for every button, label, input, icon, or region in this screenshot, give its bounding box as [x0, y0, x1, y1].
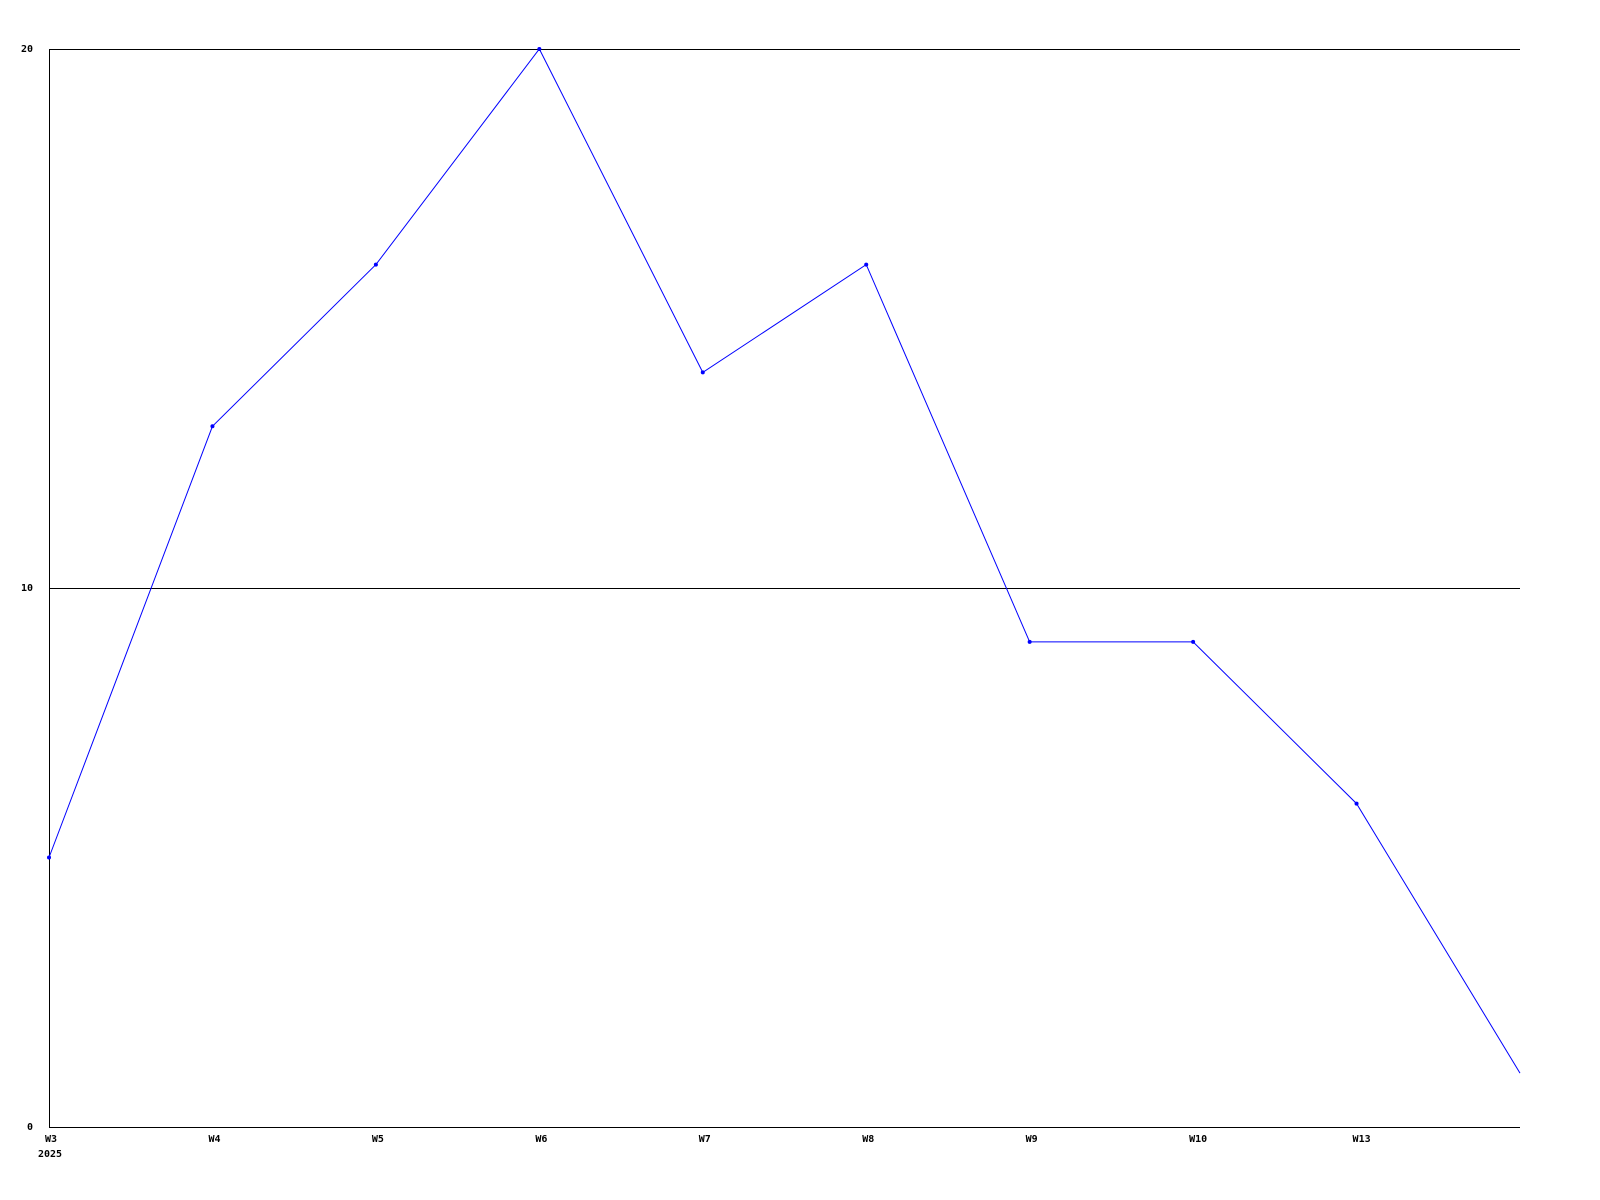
x-tick-label: W6 — [535, 1134, 547, 1145]
y-tick-label: 20 — [21, 44, 33, 55]
data-point — [47, 855, 51, 860]
series-group — [47, 47, 1521, 1074]
data-point — [537, 47, 542, 51]
x-tick-label: W9 — [1026, 1134, 1038, 1145]
x-tick-label: W7 — [699, 1134, 711, 1145]
gridlines — [49, 49, 1520, 589]
data-point — [864, 262, 869, 267]
data-point — [700, 370, 705, 375]
data-point — [373, 262, 378, 267]
data-point — [1354, 801, 1359, 806]
x-tick-label: W4 — [208, 1134, 220, 1145]
y-tick-label: 10 — [21, 583, 33, 594]
x-tick-labels: W3 W4 W5 W6 W7 W8 W9 W10 W13 — [45, 1134, 1371, 1145]
series-line — [48, 48, 1521, 1074]
x-tick-label: W3 — [45, 1134, 57, 1145]
x-tick-label: W10 — [1189, 1134, 1207, 1145]
y-tick-labels: 0 10 20 — [21, 44, 33, 1133]
x-axis-year-label: 2025 — [38, 1149, 62, 1160]
data-point — [1027, 639, 1032, 644]
axes — [49, 49, 1520, 1128]
data-point — [1191, 639, 1196, 644]
x-tick-label: W8 — [862, 1134, 874, 1145]
x-tick-label: W5 — [372, 1134, 384, 1145]
x-tick-label: W13 — [1353, 1134, 1371, 1145]
data-point — [210, 424, 215, 429]
y-tick-label: 0 — [27, 1122, 33, 1133]
